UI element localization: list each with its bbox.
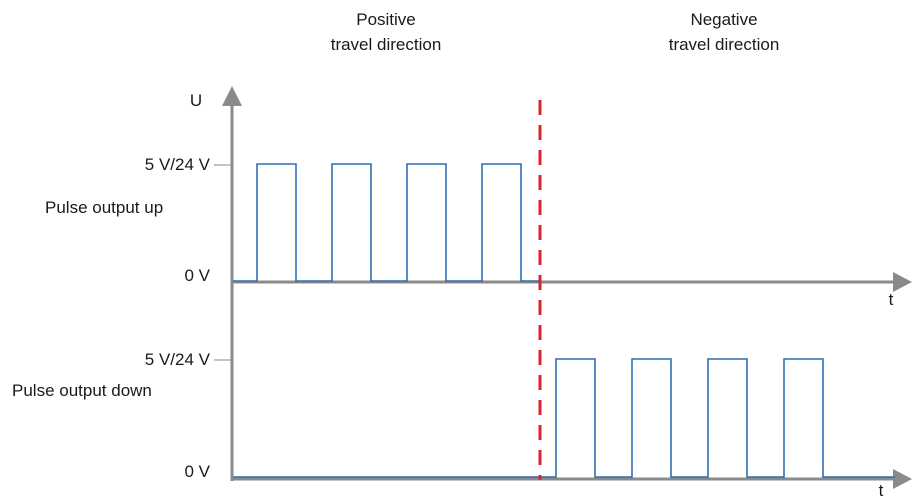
pulse-output-up-label: Pulse output up — [45, 198, 163, 217]
negative-header-line1: Negative — [690, 10, 757, 29]
down-high-level-label: 5 V/24 V — [145, 350, 211, 369]
down-low-level-label: 0 V — [184, 462, 210, 481]
negative-header-line2: travel direction — [669, 35, 780, 54]
up-high-level-label: 5 V/24 V — [145, 155, 211, 174]
time-axis-bottom-label: t — [879, 481, 884, 496]
up-low-level-label: 0 V — [184, 266, 210, 285]
time-axis-top-label: t — [889, 290, 894, 309]
voltage-axis-arrow-icon — [222, 86, 242, 106]
pulse-train-up — [233, 163, 540, 282]
positive-header-line2: travel direction — [331, 35, 442, 54]
pulse-train-down — [233, 358, 895, 478]
time-axis-bottom-arrow-icon — [893, 469, 912, 489]
pulse-output-down-label: Pulse output down — [12, 381, 152, 400]
time-axis-top-arrow-icon — [893, 272, 912, 292]
voltage-axis-label: U — [190, 91, 202, 110]
positive-header-line1: Positive — [356, 10, 416, 29]
